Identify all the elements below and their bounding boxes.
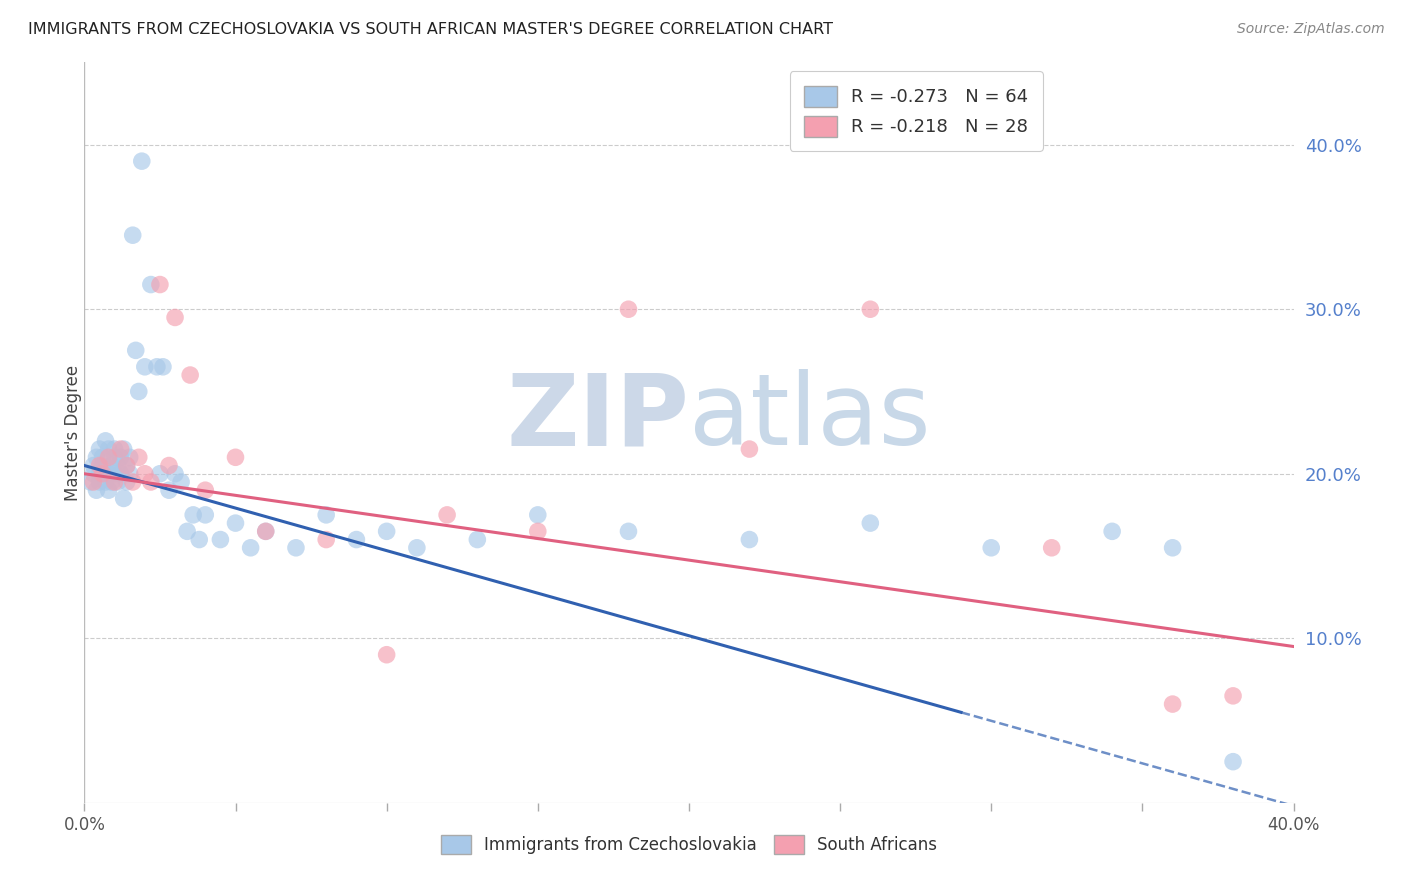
Point [146, 359, 169, 374]
Point [239, 541, 262, 555]
Point [79, 475, 101, 489]
Point [110, 442, 132, 456]
Point [112, 491, 135, 506]
Point [86, 483, 108, 498]
Point [91, 467, 114, 481]
Text: ZIP: ZIP [506, 369, 689, 467]
Point [254, 524, 277, 539]
Point [104, 450, 127, 465]
Point [179, 368, 201, 382]
Point [121, 475, 143, 489]
Point [118, 467, 141, 481]
Point [91, 450, 114, 465]
Point [165, 310, 187, 325]
Point [194, 483, 217, 498]
Point [1161, 697, 1184, 711]
Text: Source: ZipAtlas.com: Source: ZipAtlas.com [1237, 22, 1385, 37]
Point [82, 475, 104, 489]
Point [1222, 689, 1244, 703]
Point [89, 467, 111, 481]
Point [82, 467, 104, 481]
Point [188, 533, 211, 547]
Point [112, 442, 135, 456]
Point [115, 458, 138, 473]
Point [131, 154, 153, 169]
Point [254, 524, 277, 539]
Point [97, 450, 120, 465]
Point [436, 508, 458, 522]
Point [375, 648, 398, 662]
Point [165, 467, 187, 481]
Point [139, 277, 162, 292]
Point [1222, 755, 1244, 769]
Point [100, 475, 122, 489]
Point [225, 450, 247, 465]
Point [194, 508, 217, 522]
Point [1161, 541, 1184, 555]
Point [107, 475, 129, 489]
Point [225, 516, 247, 530]
Point [134, 467, 156, 481]
Point [467, 533, 489, 547]
Point [134, 359, 156, 374]
Point [170, 475, 193, 489]
Point [82, 458, 104, 473]
Point [100, 458, 122, 473]
Point [346, 533, 368, 547]
Point [859, 516, 882, 530]
Point [1101, 524, 1123, 539]
Point [527, 524, 550, 539]
Point [107, 458, 129, 473]
Point [89, 442, 111, 456]
Point [118, 450, 141, 465]
Y-axis label: Master's Degree: Master's Degree [65, 365, 82, 500]
Point [315, 533, 337, 547]
Point [104, 467, 127, 481]
Text: IMMIGRANTS FROM CZECHOSLOVAKIA VS SOUTH AFRICAN MASTER'S DEGREE CORRELATION CHAR: IMMIGRANTS FROM CZECHOSLOVAKIA VS SOUTH … [28, 22, 834, 37]
Point [152, 359, 174, 374]
Point [527, 508, 550, 522]
Point [617, 302, 640, 317]
Point [738, 442, 761, 456]
Point [738, 533, 761, 547]
Point [115, 458, 138, 473]
Point [94, 434, 117, 448]
Point [375, 524, 398, 539]
Point [209, 533, 232, 547]
Point [139, 475, 162, 489]
Point [91, 458, 114, 473]
Point [1040, 541, 1063, 555]
Point [157, 458, 180, 473]
Point [94, 475, 117, 489]
Point [315, 508, 337, 522]
Point [149, 277, 172, 292]
Point [285, 541, 308, 555]
Point [97, 483, 120, 498]
Point [110, 467, 132, 481]
Point [128, 384, 150, 399]
Legend: Immigrants from Czechoslovakia, South Africans: Immigrants from Czechoslovakia, South Af… [434, 829, 943, 861]
Point [104, 475, 127, 489]
Point [121, 228, 143, 243]
Point [149, 467, 172, 481]
Point [97, 442, 120, 456]
Point [110, 450, 132, 465]
Point [97, 467, 120, 481]
Point [104, 442, 127, 456]
Point [125, 343, 148, 358]
Point [406, 541, 429, 555]
Point [89, 458, 111, 473]
Point [128, 450, 150, 465]
Point [86, 450, 108, 465]
Text: atlas: atlas [689, 369, 931, 467]
Point [181, 508, 204, 522]
Point [980, 541, 1002, 555]
Point [115, 475, 138, 489]
Point [157, 483, 180, 498]
Point [176, 524, 198, 539]
Point [859, 302, 882, 317]
Point [89, 475, 111, 489]
Point [617, 524, 640, 539]
